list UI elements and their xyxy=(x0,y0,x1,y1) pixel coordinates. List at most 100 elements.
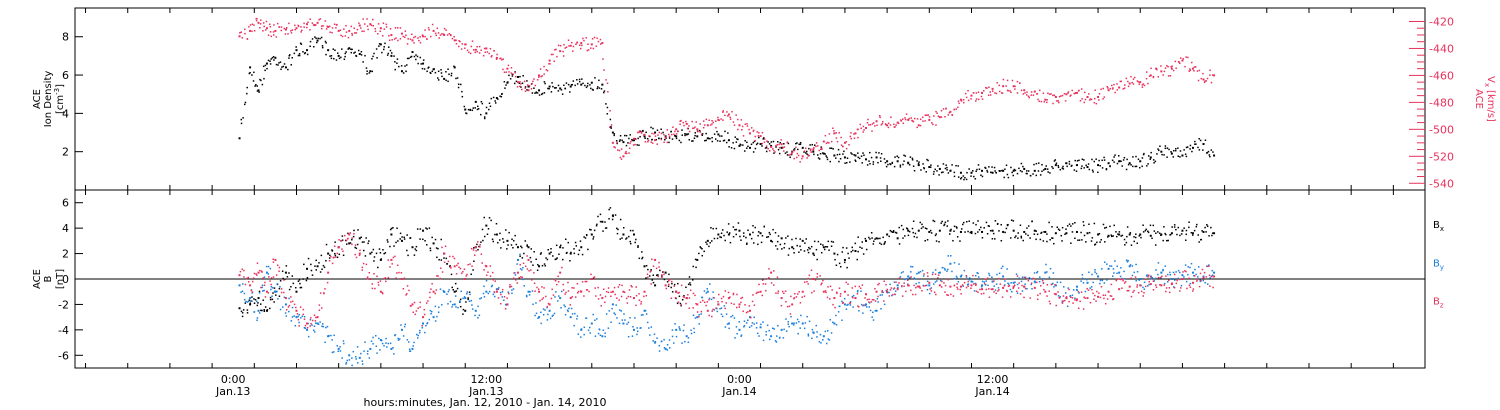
vx-dot xyxy=(789,153,791,156)
bx-dot xyxy=(879,237,881,240)
by-dot xyxy=(246,301,249,303)
ion-density-dot xyxy=(964,176,966,179)
vx-dot xyxy=(651,132,653,135)
vx-dot xyxy=(435,34,438,37)
ion-density-dot xyxy=(344,52,347,55)
bx-dot xyxy=(888,235,890,238)
by-dot xyxy=(881,294,883,296)
by-dot xyxy=(511,292,513,295)
ion-density-dot xyxy=(660,128,662,131)
by-dot xyxy=(694,317,697,319)
vx-dot xyxy=(1206,77,1209,80)
bx-dot xyxy=(377,266,379,269)
bx-dot xyxy=(533,251,535,253)
by-dot xyxy=(1080,280,1082,282)
vx-point xyxy=(506,67,509,70)
ion-density-dot xyxy=(329,55,331,57)
vx-point xyxy=(1181,59,1184,62)
bz-dot xyxy=(444,245,447,248)
ion-density-dot xyxy=(1092,171,1094,173)
vx-dot xyxy=(606,82,609,84)
bz-dot xyxy=(744,304,746,306)
bz-dot xyxy=(408,289,410,292)
ion-density-dot xyxy=(955,164,957,167)
bx-dot xyxy=(1056,226,1059,228)
bz-dot xyxy=(509,286,511,288)
bx-point xyxy=(970,230,973,233)
bx-dot xyxy=(870,231,873,234)
bx-dot xyxy=(819,243,822,245)
bx-dot xyxy=(635,238,637,241)
bz-dot xyxy=(293,303,296,306)
vx-dot xyxy=(270,35,273,38)
bx-point xyxy=(981,230,984,233)
bz-dot xyxy=(685,302,687,305)
bz-dot xyxy=(757,291,760,294)
bz-dot xyxy=(467,263,469,266)
vx-dot xyxy=(980,95,983,98)
bz-dot xyxy=(677,301,680,303)
by-dot xyxy=(1053,286,1055,288)
vx-dot xyxy=(863,129,865,131)
bz-dot xyxy=(1134,276,1137,278)
bz-point xyxy=(896,288,899,291)
vx-dot xyxy=(887,126,890,129)
vx-dot xyxy=(470,45,473,48)
bx-dot xyxy=(346,243,348,245)
legend-bz: Bz xyxy=(1433,296,1444,309)
vx-dot xyxy=(905,113,908,115)
ion-density-point xyxy=(274,56,277,59)
bz-dot xyxy=(803,281,806,283)
bz-dot xyxy=(1062,300,1065,302)
by-dot xyxy=(1010,282,1012,284)
bz-dot xyxy=(592,277,595,279)
by-dot xyxy=(1000,267,1003,270)
ion-density-dot xyxy=(360,50,363,53)
by-dot xyxy=(726,323,729,325)
bz-dot xyxy=(851,287,854,289)
vx-dot xyxy=(1111,84,1113,87)
bx-dot xyxy=(1205,231,1207,233)
bx-dot xyxy=(791,238,793,241)
vx-dot xyxy=(512,73,515,76)
bz-dot xyxy=(1008,284,1011,287)
bx-dot xyxy=(248,299,251,301)
bz-point xyxy=(265,290,268,293)
vx-dot xyxy=(957,100,960,103)
bx-dot xyxy=(1022,239,1024,242)
vx-dot xyxy=(945,107,947,110)
ion-density-dot xyxy=(266,67,268,70)
by-dot xyxy=(376,352,378,354)
vx-dot xyxy=(931,122,933,124)
vx-dot xyxy=(675,133,678,135)
vx-dot xyxy=(967,89,969,92)
bx-dot xyxy=(1049,238,1051,241)
ion-density-dot xyxy=(1114,154,1116,156)
bx-dot xyxy=(1100,239,1102,241)
ion-density-dot xyxy=(471,109,474,112)
bz-dot xyxy=(595,295,597,297)
bx-dot xyxy=(1051,237,1053,239)
bx-dot xyxy=(932,219,934,222)
ion-density-dot xyxy=(450,72,453,75)
ion-density-point xyxy=(1044,167,1047,170)
vx-dot xyxy=(935,110,937,113)
vx-dot xyxy=(502,58,505,60)
vx-dot xyxy=(975,98,978,100)
ion-density-dot xyxy=(1143,152,1145,155)
by-dot xyxy=(748,326,751,328)
vx-dot xyxy=(576,42,578,44)
by-dot xyxy=(558,295,560,297)
vx-dot xyxy=(908,117,911,120)
bz-dot xyxy=(526,268,529,270)
by-dot xyxy=(978,276,980,278)
by-dot xyxy=(636,333,638,336)
by-dot xyxy=(1123,270,1125,273)
bz-dot xyxy=(881,291,883,293)
ion-density-dot xyxy=(796,142,798,144)
ion-density-point xyxy=(1128,162,1131,165)
ion-density-dot xyxy=(725,141,728,144)
vx-dot xyxy=(686,127,689,130)
by-dot xyxy=(983,281,986,283)
bz-dot xyxy=(1120,278,1122,281)
